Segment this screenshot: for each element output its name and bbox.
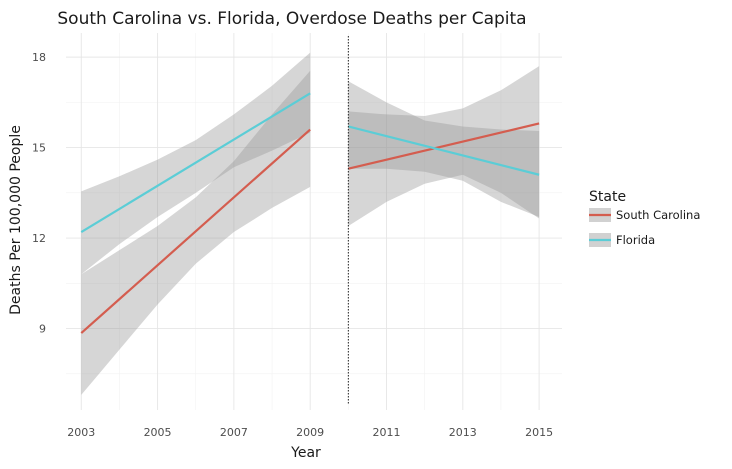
legend-item: South Carolina	[589, 208, 700, 222]
y-axis-ticks: 9 12 15 18	[32, 51, 46, 335]
grid-lines	[66, 33, 562, 410]
x-axis-title: Year	[290, 445, 321, 461]
y-tick-label: 12	[32, 232, 46, 245]
y-tick-label: 9	[39, 323, 46, 336]
legend-items: South Carolina Florida	[589, 208, 700, 247]
trend-lines	[80, 92, 540, 334]
x-tick-label: 2009	[296, 426, 324, 439]
x-tick-label: 2003	[67, 426, 95, 439]
confidence-band	[348, 81, 540, 217]
legend: State South Carolina Florida	[589, 189, 700, 247]
y-tick-label: 15	[32, 142, 46, 155]
legend-label: South Carolina	[616, 208, 700, 222]
chart-title: South Carolina vs. Florida, Overdose Dea…	[57, 9, 526, 29]
legend-title: State	[589, 189, 626, 205]
trend-line	[348, 125, 540, 176]
trend-line	[348, 122, 540, 170]
trend-line	[80, 128, 311, 334]
legend-label: Florida	[616, 233, 655, 247]
legend-item: Florida	[589, 233, 655, 247]
y-tick-label: 18	[32, 51, 46, 64]
x-tick-label: 2011	[372, 426, 400, 439]
trend-line	[80, 92, 311, 233]
confidence-band	[81, 70, 311, 395]
y-axis-title: Deaths Per 100,000 People	[8, 125, 24, 315]
x-tick-label: 2013	[449, 426, 477, 439]
x-tick-label: 2005	[144, 426, 172, 439]
x-tick-label: 2015	[525, 426, 553, 439]
plot-area	[66, 33, 562, 410]
x-axis-ticks: 2003 2005 2007 2009 2011 2013 2015	[67, 426, 553, 439]
x-tick-label: 2007	[220, 426, 248, 439]
